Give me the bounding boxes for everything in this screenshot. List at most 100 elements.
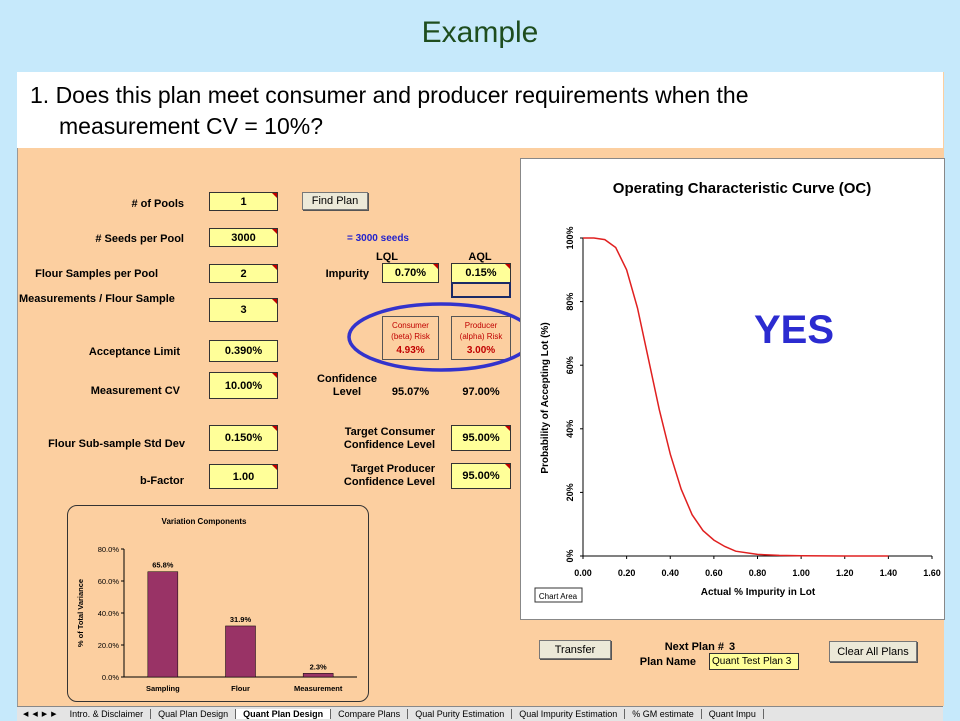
oc-y-tick-label: 20% — [565, 483, 575, 501]
find-plan-button[interactable]: Find Plan — [302, 192, 368, 210]
measurement-cv-label: Measurement CV — [90, 385, 180, 397]
plan-name-input[interactable]: Quant Test Plan 3 — [709, 653, 799, 670]
confidence-lql: 95.07% — [391, 386, 430, 398]
producer-risk-line2: (alpha) Risk — [459, 332, 503, 341]
oc-x-tick-label: 0.80 — [749, 568, 767, 578]
oc-y-tick-label: 80% — [565, 293, 575, 311]
oc-x-tick-label: 0.00 — [574, 568, 592, 578]
lql-header: LQL — [376, 251, 398, 263]
measurements-label: Measurements / Flour Sample — [19, 293, 175, 305]
oc-y-axis-label: Probability of Accepting Lot (%) — [540, 322, 551, 473]
tab-quant-impurity[interactable]: Quant Impu — [702, 709, 764, 719]
oc-x-tick-label: 1.00 — [792, 568, 810, 578]
impurity-lql-input[interactable]: 0.70% — [382, 263, 439, 283]
seeds-input[interactable]: 3000 — [209, 228, 278, 247]
oc-x-tick-label: 1.40 — [880, 568, 898, 578]
pools-label: # of Pools — [131, 198, 184, 210]
chart-area-label: Chart Area — [534, 587, 583, 603]
oc-x-tick-label: 0.20 — [618, 568, 636, 578]
target-producer-line1: Target Producer — [350, 463, 435, 475]
oc-x-tick-label: 1.20 — [836, 568, 854, 578]
acceptance-limit-label: Acceptance Limit — [88, 346, 180, 358]
target-consumer-label: Target Consumer Confidence Level — [344, 426, 435, 452]
consumer-risk-box: Consumer (beta) Risk 4.93% — [382, 316, 439, 360]
target-producer-input[interactable]: 95.00% — [451, 463, 511, 489]
oc-y-tick-label: 60% — [565, 356, 575, 374]
tab-qual-purity-estimation[interactable]: Qual Purity Estimation — [408, 709, 513, 719]
producer-risk-line1: Producer — [464, 321, 498, 330]
variation-category-label: Flour — [231, 684, 250, 693]
transfer-button[interactable]: Transfer — [539, 640, 611, 659]
seeds-label: # Seeds per Pool — [95, 233, 184, 245]
prev-tab-icon[interactable]: ◀ — [32, 711, 38, 718]
target-consumer-line1: Target Consumer — [344, 426, 435, 438]
variation-chart: Variation Components 0.0% 20.0% 40.0% 60.0% 8… — [76, 517, 357, 693]
tab-qual-impurity-estimation[interactable]: Qual Impurity Estimation — [512, 709, 626, 719]
question-box — [17, 72, 943, 148]
variation-bar — [147, 571, 179, 678]
oc-x-axis-label: Actual % Impurity in Lot — [701, 587, 816, 598]
impurity-aql-input[interactable]: 0.15% — [451, 263, 511, 283]
variation-chart-title: Variation Components — [162, 517, 247, 526]
variation-y-tick-label: 20.0% — [98, 641, 120, 650]
oc-x-tick-label: 1.60 — [923, 568, 941, 578]
tab-qual-plan-design[interactable]: Qual Plan Design — [151, 709, 237, 719]
tab-quant-plan-design[interactable]: Quant Plan Design — [236, 709, 332, 719]
target-consumer-input[interactable]: 95.00% — [451, 425, 511, 451]
tab-nav-arrows[interactable]: ◀ ◀ ▶ ▶ — [17, 710, 63, 718]
target-producer-line2: Confidence Level — [343, 476, 435, 488]
std-dev-label: Flour Sub-sample Std Dev — [48, 438, 185, 450]
variation-bar — [225, 625, 256, 678]
variation-y-tick-label: 60.0% — [98, 577, 120, 586]
variation-bar-value-label: 2.3% — [310, 662, 327, 671]
confidence-label-line2: Level — [332, 386, 362, 398]
target-consumer-line2: Confidence Level — [343, 439, 435, 451]
std-dev-input[interactable]: 0.150% — [209, 425, 278, 451]
impurity-label: Impurity — [325, 268, 369, 280]
oc-chart-panel — [520, 158, 945, 620]
variation-bar-value-label: 65.8% — [152, 561, 174, 570]
variation-category-label: Sampling — [146, 684, 180, 693]
producer-risk-box: Producer (alpha) Risk 3.00% — [451, 316, 511, 360]
oc-y-tick-label: 100% — [565, 226, 575, 249]
variation-category-label: Measurement — [294, 684, 343, 693]
aql-header: AQL — [468, 251, 492, 263]
slide-title: Example — [421, 16, 539, 49]
plan-name-label: Plan Name — [639, 656, 696, 668]
flour-samples-label: Flour Samples per Pool — [35, 268, 158, 280]
first-tab-icon[interactable]: ◀ — [23, 711, 29, 718]
acceptance-limit-input[interactable]: 0.390% — [209, 340, 278, 362]
tab-gm-estimate[interactable]: % GM estimate — [625, 709, 702, 719]
oc-chart: Operating Characteristic Curve (OC) 0% 20%… — [534, 180, 941, 603]
tab-compare-plans[interactable]: Compare Plans — [331, 709, 409, 719]
measurements-input[interactable]: 3 — [209, 298, 278, 322]
consumer-risk-line1: Consumer — [392, 321, 429, 330]
flour-samples-input[interactable]: 2 — [209, 264, 278, 283]
highlight-ellipse — [347, 302, 535, 372]
oc-y-tick-label: 40% — [565, 420, 575, 438]
next-plan-value: 3 — [729, 641, 736, 653]
oc-x-tick-label: 0.40 — [661, 568, 679, 578]
confidence-aql: 97.00% — [462, 386, 500, 398]
target-producer-label: Target Producer Confidence Level — [344, 463, 435, 489]
answer-yes: YES — [754, 308, 835, 352]
pools-input[interactable]: 1 — [209, 192, 278, 211]
consumer-risk-line2: (beta) Risk — [391, 332, 430, 341]
oc-x-tick-label: 0.60 — [705, 568, 723, 578]
measurement-cv-input[interactable]: 10.00% — [209, 372, 278, 399]
clear-all-plans-button[interactable]: Clear All Plans — [829, 641, 917, 662]
b-factor-label: b-Factor — [140, 475, 184, 487]
oc-y-tick-label: 0% — [565, 549, 575, 562]
tab-intro-disclaimer[interactable]: Intro. & Disclaimer — [63, 709, 152, 719]
variation-y-tick-label: 40.0% — [98, 609, 120, 618]
consumer-risk-value: 4.93% — [396, 345, 425, 356]
last-tab-icon[interactable]: ▶ — [51, 711, 57, 718]
confidence-label: Confidence Level — [312, 373, 382, 399]
next-tab-icon[interactable]: ▶ — [41, 711, 48, 718]
seeds-note: = 3000 seeds — [347, 233, 409, 244]
question-line-1: 1. Does this plan meet consumer and prod… — [30, 82, 749, 108]
producer-risk-value: 3.00% — [466, 345, 496, 356]
b-factor-input[interactable]: 1.00 — [209, 464, 278, 489]
selected-cell[interactable] — [451, 282, 511, 298]
question-text: 1. Does this plan meet consumer and prod… — [30, 80, 749, 142]
